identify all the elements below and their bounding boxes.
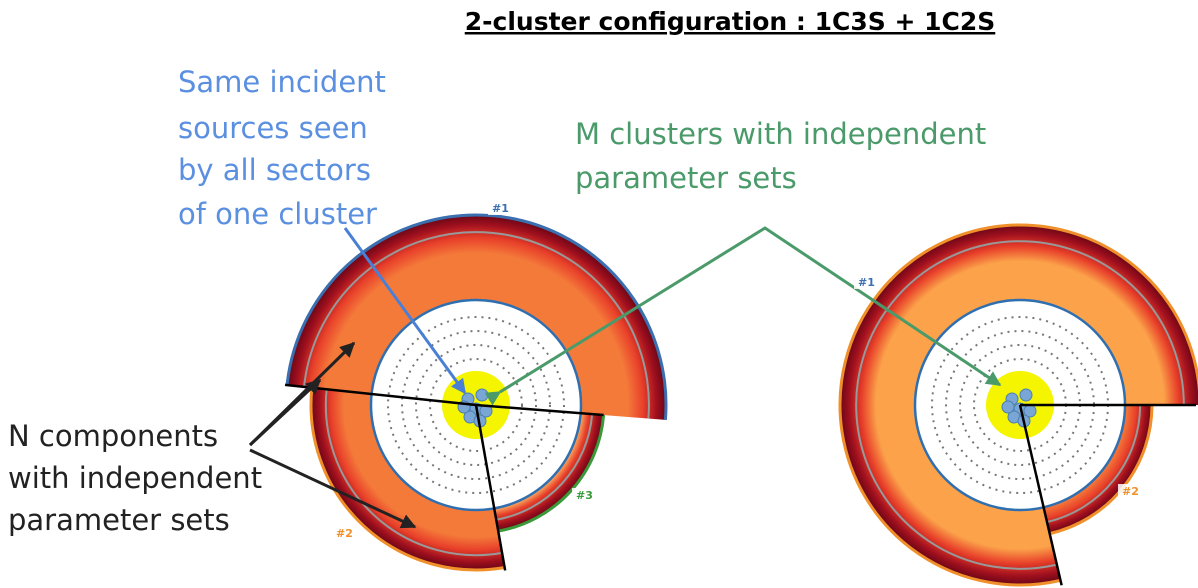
ring bbox=[1046, 404, 1142, 524]
sector-labels: #1 #2 #3 #1 #2 bbox=[332, 201, 1140, 540]
label-bg bbox=[1118, 484, 1140, 498]
annotation-line: parameter sets bbox=[575, 161, 797, 195]
label-bg bbox=[332, 526, 354, 540]
sector-edge bbox=[285, 213, 668, 421]
source bbox=[1019, 388, 1033, 402]
label-bg bbox=[488, 201, 510, 215]
annotation-line: parameter sets bbox=[8, 503, 230, 537]
sector-label: #2 bbox=[1122, 485, 1139, 498]
annotation-line: of one cluster bbox=[178, 197, 377, 231]
annotation-line: N components bbox=[8, 419, 218, 453]
annotation-line: with independent bbox=[8, 461, 262, 495]
ring bbox=[324, 389, 503, 557]
sector-border bbox=[1018, 404, 1063, 586]
sector-edge bbox=[838, 223, 1198, 587]
title: 2-cluster configuration : 1C3S + 1C2S bbox=[465, 7, 996, 36]
sector-label: #1 bbox=[492, 202, 509, 215]
clusters bbox=[284, 213, 1198, 587]
sector-edge bbox=[309, 387, 505, 572]
green-annotation: M clusters with independent parameter se… bbox=[575, 117, 986, 195]
annotation-line: M clusters with independent bbox=[575, 117, 986, 151]
annotation-line: by all sectors bbox=[178, 153, 371, 187]
arrow bbox=[249, 448, 417, 529]
ring bbox=[855, 240, 1185, 570]
arrows bbox=[248, 226, 1002, 529]
annotation-line: sources seen bbox=[178, 111, 368, 145]
arrow bbox=[484, 226, 1002, 406]
source bbox=[475, 388, 489, 402]
sector-border bbox=[475, 403, 604, 417]
source bbox=[1001, 400, 1015, 414]
sector-edge bbox=[497, 414, 606, 533]
annotation-line: Same incident bbox=[178, 65, 386, 99]
label-bg bbox=[572, 488, 594, 502]
arrow bbox=[343, 227, 467, 395]
label-bg bbox=[854, 275, 876, 289]
blue-annotation: Same incident sources seen by all sector… bbox=[178, 65, 386, 231]
ring bbox=[303, 231, 650, 419]
sector-label: #3 bbox=[576, 489, 593, 502]
arrow bbox=[248, 378, 322, 447]
sector-label: #1 bbox=[858, 276, 875, 289]
sector-label: #2 bbox=[336, 527, 353, 540]
ring bbox=[496, 414, 594, 521]
sector-border bbox=[474, 404, 507, 571]
black-annotation: N components with independent parameter … bbox=[8, 419, 262, 537]
